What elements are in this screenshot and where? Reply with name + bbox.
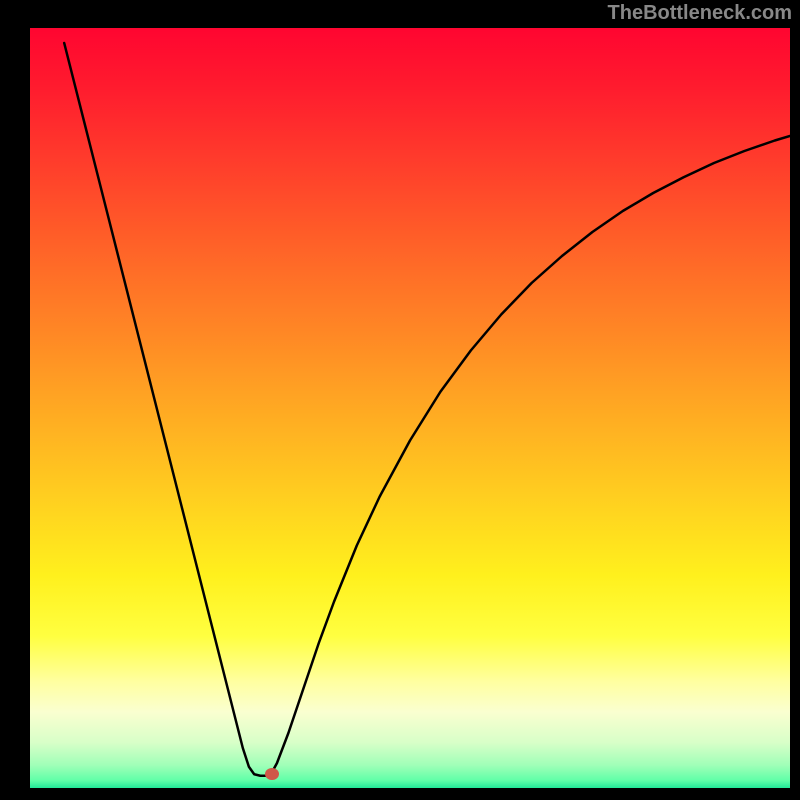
watermark-text: TheBottleneck.com xyxy=(608,2,792,25)
bottleneck-curve xyxy=(30,28,790,778)
optimal-point-marker xyxy=(265,768,279,780)
curve-path xyxy=(64,43,790,776)
chart-plot-area xyxy=(30,28,790,778)
